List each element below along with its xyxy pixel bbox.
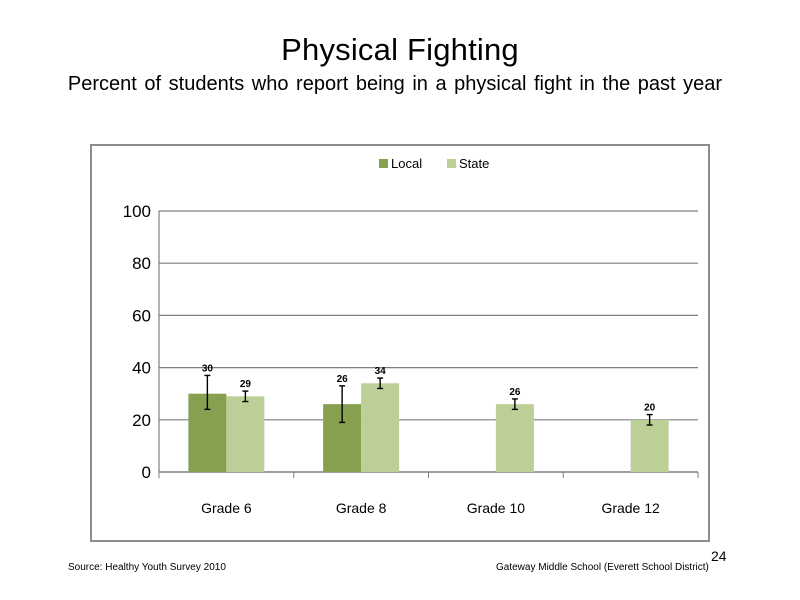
bar-state bbox=[495, 404, 534, 472]
data-label: 34 bbox=[375, 366, 387, 377]
data-label: 26 bbox=[337, 374, 349, 385]
bar-state bbox=[361, 383, 400, 472]
y-tick-label: 100 bbox=[123, 202, 151, 221]
organization-note: Gateway Middle School (Everett School Di… bbox=[496, 562, 709, 573]
data-label: 26 bbox=[509, 387, 521, 398]
slide-title: Physical Fighting bbox=[281, 32, 519, 67]
x-tick-label: Grade 10 bbox=[467, 500, 526, 516]
legend-label-state: State bbox=[459, 156, 489, 171]
x-tick-label: Grade 8 bbox=[336, 500, 387, 516]
page-number: 24 bbox=[711, 548, 727, 564]
data-label: 20 bbox=[644, 403, 656, 414]
x-tick-label: Grade 12 bbox=[601, 500, 660, 516]
y-tick-label: 80 bbox=[132, 254, 151, 273]
data-label: 29 bbox=[240, 379, 252, 390]
bar-chart: 0 20 40 60 80 100 Grade 6 Grade 8 Grade 10 Grade … bbox=[123, 156, 699, 516]
x-tick-label: Grade 6 bbox=[201, 500, 252, 516]
bar-state bbox=[630, 419, 669, 472]
slide-subtitle: Percent of students who report being in … bbox=[67, 73, 723, 95]
legend-swatch-state bbox=[447, 159, 456, 168]
source-note: Source: Healthy Youth Survey 2010 bbox=[68, 562, 226, 573]
y-tick-label: 40 bbox=[132, 359, 151, 378]
y-tick-label: 0 bbox=[142, 463, 151, 482]
y-tick-label: 20 bbox=[132, 411, 151, 430]
y-tick-label: 60 bbox=[132, 306, 151, 325]
bar-state bbox=[226, 396, 265, 472]
legend-label-local: Local bbox=[391, 156, 422, 171]
data-label: 30 bbox=[202, 363, 214, 374]
chart-frame: 0 20 40 60 80 100 Grade 6 Grade 8 Grade 10 Grade … bbox=[90, 144, 710, 542]
legend-swatch-local bbox=[379, 159, 388, 168]
